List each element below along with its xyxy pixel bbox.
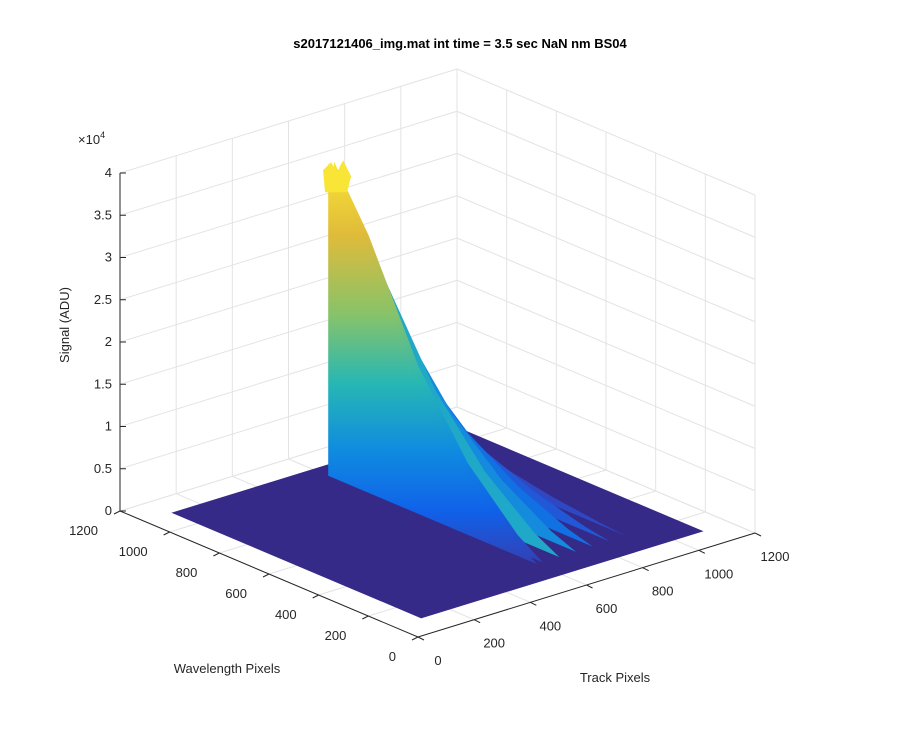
y-tick-mark	[312, 594, 319, 599]
surface-peak	[323, 160, 352, 193]
gridline-z-side	[456, 364, 756, 492]
y-tick-label: 0	[389, 649, 396, 664]
gridline-z-side	[456, 195, 756, 323]
y-tick-mark	[163, 531, 170, 536]
x-tick-label: 1000	[704, 566, 733, 581]
x-tick-mark	[698, 549, 706, 554]
gridline-z-side	[456, 237, 756, 365]
z-tick-label: 4	[105, 165, 112, 180]
chart-title: s2017121406_img.mat int time = 3.5 sec N…	[293, 36, 627, 51]
y-axis-label: Wavelength Pixels	[174, 661, 281, 676]
z-tick-label: 3	[105, 250, 112, 265]
x-tick-mark	[530, 601, 537, 606]
x-tick-label: 400	[539, 618, 561, 633]
gridline-z-back	[119, 279, 458, 385]
gridline-z-back	[119, 68, 458, 174]
x-tick-label: 200	[483, 636, 505, 651]
y-tick-label: 1200	[69, 523, 98, 538]
z-tick-label: 3.5	[94, 207, 112, 222]
gridline-z-side	[456, 68, 756, 196]
surface-front-face	[328, 163, 537, 564]
x-tick-mark	[417, 636, 425, 641]
x-tick-label: 1200	[761, 549, 790, 564]
x-tick-mark	[642, 567, 649, 572]
y-tick-label: 1000	[119, 544, 148, 559]
y-tick-mark	[113, 510, 121, 515]
z-axis-label: Signal (ADU)	[57, 287, 72, 363]
gridline-z-back	[119, 195, 458, 301]
y-tick-label: 400	[275, 607, 297, 622]
y-tick-label: 800	[176, 565, 198, 580]
x-tick-label: 600	[596, 601, 618, 616]
gridline-z-back	[119, 237, 458, 343]
x-tick-mark	[473, 619, 481, 624]
z-tick-label: 2.5	[94, 292, 112, 307]
x-tick-label: 0	[434, 653, 441, 668]
z-tick-label: 2	[105, 334, 112, 349]
gridline-z-back	[119, 110, 458, 216]
y-tick-label: 600	[225, 586, 247, 601]
y-tick-mark	[213, 552, 220, 557]
z-exponent-label: ×104	[78, 130, 105, 147]
y-tick-label: 200	[325, 628, 347, 643]
x-tick-mark	[754, 532, 762, 537]
gridline-z-side	[456, 406, 756, 534]
y-tick-mark	[362, 615, 369, 620]
tick-marks: 0200400600800100012000200400600800100012…	[69, 165, 789, 668]
gridline-z-side	[456, 153, 756, 280]
x-tick-label: 800	[652, 584, 674, 599]
gridline-z-back	[119, 153, 458, 258]
z-tick-label: 1.5	[94, 376, 112, 391]
surface-mesh	[171, 160, 704, 619]
y-tick-mark	[262, 573, 270, 578]
x-axis-label: Track Pixels	[580, 670, 651, 685]
z-tick-label: 0.5	[94, 461, 112, 476]
gridline-z-side	[456, 279, 756, 407]
gridline-z-side	[456, 322, 756, 449]
y-tick-mark	[411, 636, 419, 641]
gridline-z-side	[456, 110, 756, 238]
x-tick-mark	[586, 584, 593, 589]
z-tick-label: 1	[105, 419, 112, 434]
z-tick-label: 0	[105, 503, 112, 518]
